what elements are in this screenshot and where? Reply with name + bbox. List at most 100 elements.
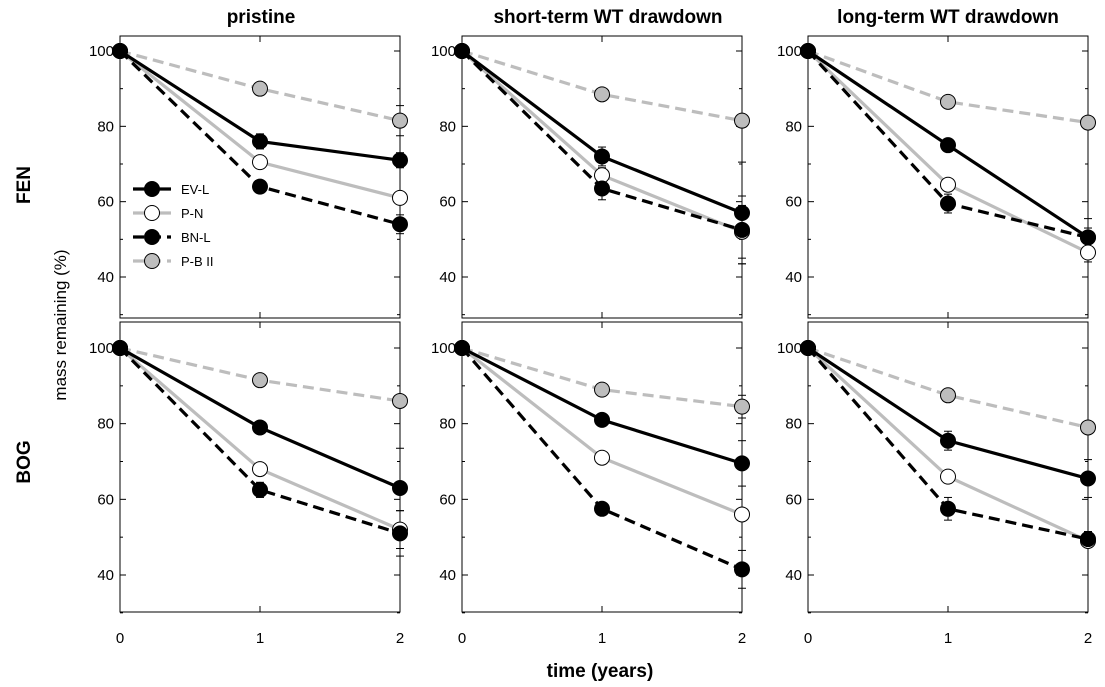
series-p-b-ii <box>807 346 1089 430</box>
data-point <box>594 148 610 165</box>
data-point <box>392 479 408 496</box>
data-point <box>734 112 750 129</box>
legend-marker <box>144 181 160 197</box>
series-p-n <box>460 49 743 234</box>
y-tick-label: 40 <box>785 567 802 584</box>
data-point <box>252 461 268 478</box>
series-line <box>460 49 743 232</box>
series-line <box>118 346 401 535</box>
legend-marker <box>144 205 160 221</box>
data-point <box>594 411 610 428</box>
y-tick-label: 60 <box>97 194 114 211</box>
y-axis-label: mass remaining (%) <box>51 249 70 400</box>
x-axis-label: time (years) <box>547 661 654 682</box>
y-tick-label: 60 <box>785 194 802 211</box>
row-label-bog: BOG <box>14 440 35 483</box>
y-tick-label: 60 <box>97 491 114 508</box>
series-p-n <box>119 49 401 200</box>
series-bn-l <box>460 49 743 232</box>
legend-entry-p-n: P-N <box>133 205 203 221</box>
data-point <box>252 178 268 195</box>
series-line <box>807 346 1089 430</box>
data-point <box>734 561 750 578</box>
y-tick-label: 80 <box>97 118 114 135</box>
y-tick-label: 40 <box>439 269 456 286</box>
data-point <box>940 432 956 449</box>
data-point <box>112 43 128 59</box>
data-point <box>392 112 408 129</box>
y-tick-label: 80 <box>439 118 456 135</box>
data-point <box>252 372 268 389</box>
legend-entry-bn-l: BN-L <box>133 229 211 245</box>
data-point <box>1080 229 1096 246</box>
y-tick-label: 40 <box>97 269 114 286</box>
series-p-b-ii <box>807 49 1089 125</box>
y-tick-label: 100 <box>431 43 456 60</box>
x-tick-label: 2 <box>738 630 746 647</box>
legend-label: BN-L <box>181 230 211 245</box>
legend-marker <box>144 253 160 269</box>
y-tick-label: 100 <box>431 340 456 357</box>
series-line <box>461 346 743 465</box>
y-tick-label: 100 <box>89 43 114 60</box>
y-tick-label: 80 <box>785 118 802 135</box>
series-p-b-ii <box>461 49 743 123</box>
col-title-long-term: long-term WT drawdown <box>837 7 1059 28</box>
series-line <box>461 346 743 409</box>
series-bn-l <box>118 346 401 535</box>
series-line <box>461 49 743 123</box>
panel-frame <box>461 321 743 613</box>
legend-entry-ev-l: EV-L <box>133 181 209 197</box>
y-tick-label: 40 <box>97 567 114 584</box>
data-point <box>1080 244 1096 261</box>
data-point <box>252 80 268 97</box>
x-tick-label: 1 <box>598 630 606 647</box>
data-point <box>940 500 956 517</box>
series-line <box>807 346 1089 481</box>
legend-label: EV-L <box>181 182 209 197</box>
y-tick-label: 40 <box>785 269 802 286</box>
data-point <box>392 525 408 542</box>
data-point <box>454 43 470 59</box>
data-point <box>594 381 610 398</box>
x-tick-label: 2 <box>1084 630 1092 647</box>
series-line <box>461 346 743 516</box>
series-p-b-ii <box>461 346 743 409</box>
data-point <box>1080 531 1096 548</box>
y-tick-label: 80 <box>97 416 114 433</box>
series-line <box>807 49 1089 125</box>
data-point <box>800 340 816 356</box>
legend-entry-p-b-ii: P-B II <box>133 253 214 269</box>
data-point <box>594 86 610 103</box>
panel-bog-0: 40 60 80 100 0 1 2 <box>89 321 408 647</box>
data-point <box>392 216 408 233</box>
panel-fen-2: 40 60 80 100 <box>777 35 1096 319</box>
data-point <box>734 455 750 472</box>
y-tick-label: 80 <box>439 416 456 433</box>
x-tick-label: 0 <box>458 630 466 647</box>
y-tick-label: 60 <box>785 491 802 508</box>
data-point <box>940 137 956 154</box>
panel-fen-0: 40 60 80 100 <box>89 35 408 319</box>
row-label-fen: FEN <box>14 166 35 204</box>
y-tick-label: 80 <box>785 416 802 433</box>
data-point <box>392 392 408 409</box>
data-point <box>734 506 750 523</box>
col-title-pristine: pristine <box>227 7 296 28</box>
data-point <box>392 152 408 169</box>
data-point <box>1080 419 1096 436</box>
legend-marker <box>144 229 160 245</box>
panel-bog-1: 40 60 80 100 0 1 2 <box>431 321 750 647</box>
data-point <box>734 204 750 221</box>
series-ev-l <box>461 346 743 465</box>
legend: EV-L P-N BN-L P-B II <box>133 181 214 269</box>
y-tick-label: 100 <box>777 43 802 60</box>
data-point <box>392 189 408 206</box>
x-tick-label: 1 <box>944 630 952 647</box>
data-point <box>1080 114 1096 131</box>
y-tick-label: 60 <box>439 194 456 211</box>
panel-bog-2: 40 60 80 100 0 1 2 <box>777 321 1096 647</box>
data-point <box>734 398 750 415</box>
x-tick-label: 0 <box>804 630 812 647</box>
